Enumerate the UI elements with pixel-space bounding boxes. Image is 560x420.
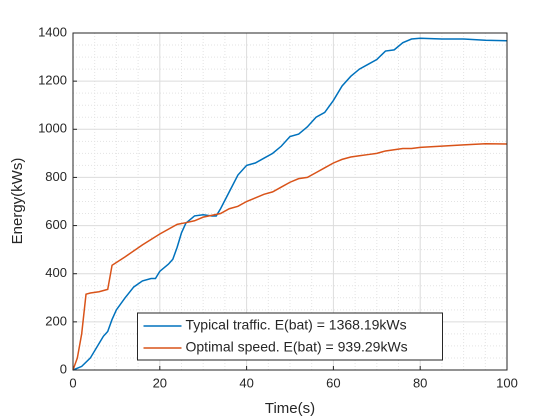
plot-lines xyxy=(72,37,508,371)
legend-label: Optimal speed. E(bat) = 939.29kWs xyxy=(186,339,408,355)
data-line xyxy=(72,142,508,371)
y-tick-label: 0 xyxy=(60,361,67,376)
x-axis-label: Time(s) xyxy=(265,400,315,417)
data-line xyxy=(72,37,508,371)
x-tick-label: 20 xyxy=(153,375,167,390)
legend-box xyxy=(137,312,443,361)
x-tick-label: 40 xyxy=(239,375,253,390)
y-tick-label: 400 xyxy=(45,265,67,280)
x-tick-label: 60 xyxy=(326,375,340,390)
x-tick-label: 100 xyxy=(496,375,518,390)
legend-label: Typical traffic. E(bat) = 1368.19kWs xyxy=(186,317,407,333)
y-tick-label: 800 xyxy=(45,169,67,184)
y-tick-label: 1200 xyxy=(38,73,67,88)
legend: Typical traffic. E(bat) = 1368.19kWs Opti… xyxy=(137,312,443,361)
x-tick-label: 80 xyxy=(413,375,427,390)
y-tick-label: 200 xyxy=(45,313,67,328)
axes-box xyxy=(72,32,508,371)
y-tick-label: 1000 xyxy=(38,121,67,136)
y-tick-label: 600 xyxy=(45,217,67,232)
y-axis-label: Energy(kWs) xyxy=(9,158,26,245)
y-tick-label: 1400 xyxy=(38,24,67,39)
x-tick-label: 0 xyxy=(69,375,76,390)
